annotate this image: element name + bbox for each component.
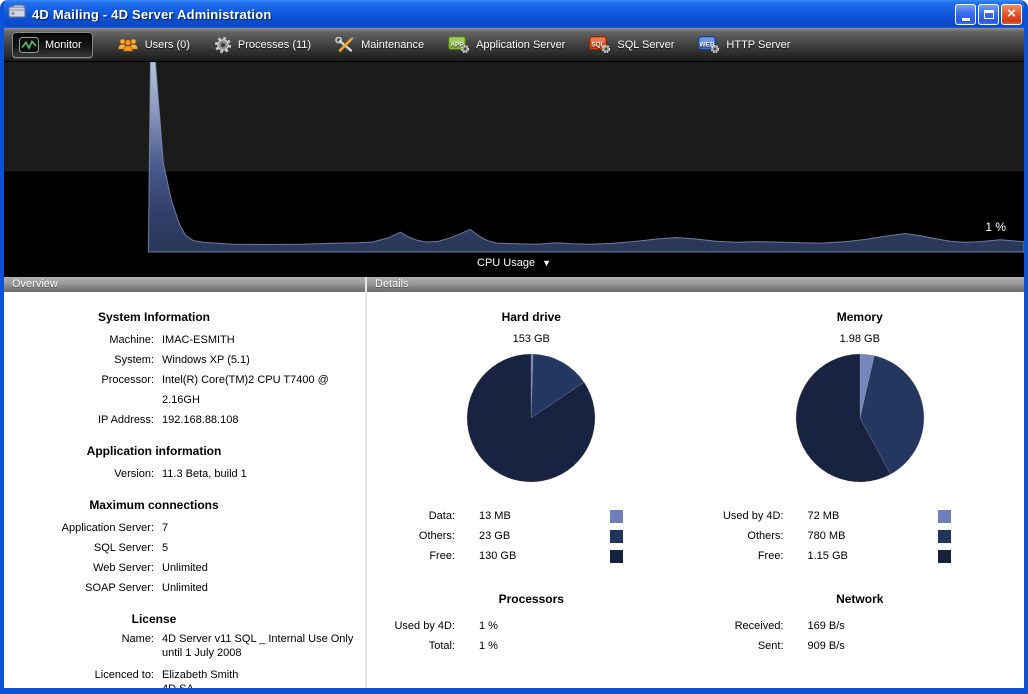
details-panel: Details Hard drive 153 GB Data: 13 MB Oth… — [367, 277, 1024, 688]
processors-title: Processors — [498, 592, 564, 606]
section-title-application: Application information — [86, 444, 222, 458]
legend-swatch — [609, 529, 623, 543]
info-row: Machine: IMAC-ESMITH — [109, 334, 235, 346]
hard-drive-pie-chart — [467, 353, 596, 483]
info-row: Received: 169 B/s — [734, 620, 845, 632]
users-icon — [117, 37, 139, 53]
chevron-down-icon: ▼ — [542, 258, 551, 268]
toolbar-label-sql-server: SQL Server — [617, 38, 675, 51]
toolbar-label-application-server: Application Server — [476, 38, 566, 51]
info-row: Total: 1 % — [428, 640, 498, 652]
overview-body: System Information Machine: IMAC-ESMITH S… — [4, 292, 365, 688]
cpu-current-value: 1 % — [985, 220, 1006, 234]
section-title-connections: Maximum connections — [89, 498, 219, 512]
overview-header: Overview — [4, 277, 365, 292]
hard-drive-total: 153 GB — [512, 333, 550, 345]
legend-swatch — [609, 509, 623, 523]
toolbar-button-application-server[interactable]: APP Application Server — [448, 35, 566, 54]
toolbar-button-processes[interactable]: Processes (11) — [214, 36, 311, 54]
sql-badge-icon: SQL — [589, 35, 611, 54]
toolbar-label-users: Users (0) — [144, 38, 190, 51]
minimize-button[interactable] — [955, 3, 976, 25]
toolbar-button-users[interactable]: Users (0) — [117, 37, 190, 53]
legend-row: Used by 4D: 72 MB — [696, 506, 1025, 526]
legend-swatch — [938, 529, 951, 543]
info-row: Used by 4D: 1 % — [394, 620, 498, 632]
section-title-system: System Information — [97, 310, 211, 324]
info-row: Web Server: Unlimited — [93, 562, 208, 574]
svg-text:APP: APP — [450, 41, 464, 48]
info-row: System: Windows XP (5.1) — [114, 354, 250, 366]
info-row: Licenced to: Elizabeth Smith4D SA — [94, 669, 239, 688]
legend-row: Free: 1.15 GB — [696, 546, 1025, 566]
app-icon — [8, 4, 26, 24]
info-row: SQL Server: 5 — [93, 542, 169, 554]
legend-row: Data: 13 MB — [367, 506, 696, 526]
toolbar: Monitor Users (0) Processes (11) Mainten… — [4, 28, 1024, 62]
memory-total: 1.98 GB — [839, 333, 880, 345]
legend-swatch — [609, 549, 623, 563]
window-title: 4D Mailing - 4D Server Administration — [32, 6, 272, 22]
toolbar-button-maintenance[interactable]: Maintenance — [335, 36, 425, 53]
overview-panel: Overview System Information Machine: IMAC… — [4, 277, 367, 688]
app-badge-icon: APP — [448, 35, 470, 54]
toolbar-label-monitor: Monitor — [45, 38, 82, 51]
legend-row: Others: 23 GB — [367, 526, 696, 546]
cpu-graph-panel: 1 % CPU Usage ▼ — [4, 62, 1024, 277]
web-badge-icon: WEB — [698, 35, 720, 54]
legend-row: Free: 130 GB — [367, 546, 696, 566]
info-row: SOAP Server: Unlimited — [85, 582, 208, 594]
info-row: Application Server: 7 — [61, 522, 169, 534]
cpu-usage-area-chart — [147, 62, 1024, 253]
info-row: IP Address: 192.168.88.108 — [97, 414, 239, 426]
graph-metric-label: CPU Usage — [477, 257, 536, 269]
memory-title: Memory — [836, 310, 883, 324]
monitor-chart-icon — [19, 36, 39, 53]
maximize-icon — [983, 9, 994, 19]
memory-column: Memory 1.98 GB Used by 4D: 72 MB Others: 7… — [696, 292, 1025, 656]
main-content: Overview System Information Machine: IMAC… — [4, 277, 1024, 688]
info-row: Name: 4D Server v11 SQL _ Internal Use O… — [121, 633, 354, 659]
close-icon: × — [1007, 5, 1016, 22]
toolbar-label-processes: Processes (11) — [237, 38, 312, 51]
info-row: Sent: 909 B/s — [757, 640, 845, 652]
toolbar-button-http-server[interactable]: WEB HTTP Server — [698, 35, 791, 54]
legend-row: Others: 780 MB — [696, 526, 1025, 546]
graph-metric-dropdown[interactable]: CPU Usage ▼ — [477, 257, 551, 269]
toolbar-button-sql-server[interactable]: SQL SQL Server — [589, 35, 675, 54]
toolbar-label-http-server: HTTP Server — [726, 38, 791, 51]
info-row: Version: 11.3 Beta, build 1 — [114, 468, 247, 480]
toolbar-button-monitor[interactable]: Monitor — [12, 31, 93, 58]
tools-icon — [335, 36, 355, 53]
details-header: Details — [367, 277, 1024, 292]
minimize-icon — [961, 17, 970, 21]
legend-swatch — [938, 549, 951, 563]
title-bar[interactable]: 4D Mailing - 4D Server Administration × — [4, 0, 1024, 28]
legend-swatch — [938, 509, 951, 523]
svg-text:SQL: SQL — [592, 41, 605, 48]
svg-text:WEB: WEB — [700, 41, 715, 48]
hard-drive-column: Hard drive 153 GB Data: 13 MB Others: 23 G… — [367, 292, 696, 656]
window-controls: × — [955, 3, 1022, 25]
info-row: Processor: Intel(R) Core(TM)2 CPU T7400 @… — [101, 374, 329, 406]
hard-drive-title: Hard drive — [501, 310, 561, 324]
network-title: Network — [836, 592, 884, 606]
maximize-button[interactable] — [978, 3, 999, 25]
gear-icon — [214, 36, 232, 54]
section-title-license: License — [131, 612, 177, 626]
details-body: Hard drive 153 GB Data: 13 MB Others: 23 G… — [367, 292, 1024, 688]
memory-pie-chart — [795, 353, 924, 483]
toolbar-label-maintenance: Maintenance — [361, 38, 425, 51]
close-button[interactable]: × — [1001, 3, 1022, 25]
